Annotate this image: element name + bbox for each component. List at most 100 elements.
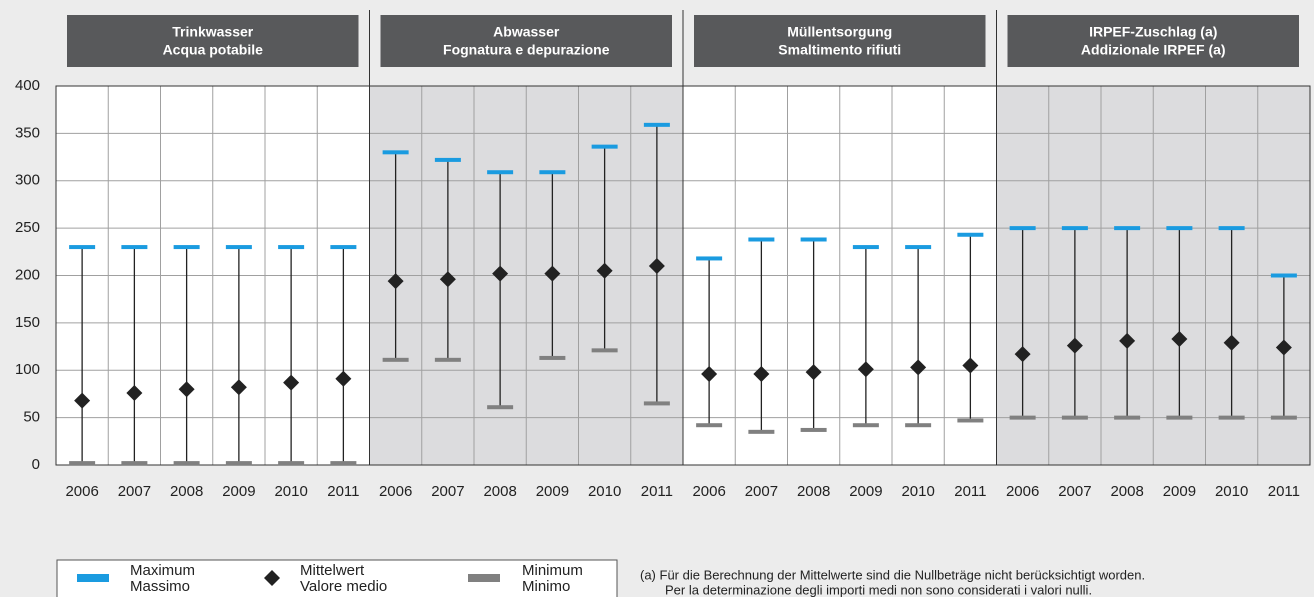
max-marker — [905, 245, 932, 250]
max-marker — [434, 157, 461, 162]
min-marker — [539, 355, 566, 360]
y-tick-label: 300 — [15, 172, 40, 189]
x-tick-label: 2006 — [1006, 483, 1039, 500]
x-tick-label: 2011 — [1268, 483, 1300, 500]
min-marker — [121, 461, 148, 466]
x-tick-label: 2010 — [588, 483, 621, 500]
y-tick-label: 350 — [15, 124, 40, 141]
x-tick-label: 2007 — [431, 483, 464, 500]
legend-label: Minimo — [522, 578, 570, 595]
legend-icon — [77, 574, 109, 582]
mean-marker — [1275, 339, 1292, 356]
max-marker — [1218, 226, 1245, 231]
legend-label: Valore medio — [300, 578, 387, 595]
min-marker — [696, 423, 723, 428]
max-marker — [852, 245, 879, 250]
mean-marker — [596, 262, 613, 279]
max-marker — [696, 256, 723, 261]
group-title-box — [694, 15, 986, 67]
min-marker — [1166, 415, 1193, 420]
y-tick-label: 150 — [15, 314, 40, 331]
min-marker — [225, 461, 252, 466]
min-marker — [591, 348, 618, 353]
group-title-box — [1007, 15, 1299, 67]
mean-marker — [1223, 334, 1240, 351]
group-title: Trinkwasser — [172, 24, 253, 40]
min-marker — [1218, 415, 1245, 420]
legend-box — [56, 559, 618, 597]
max-marker — [225, 245, 252, 250]
min-marker — [278, 461, 305, 466]
mean-marker — [439, 271, 456, 288]
min-marker — [1114, 415, 1141, 420]
mean-marker — [126, 384, 143, 401]
mean-marker — [492, 265, 509, 282]
plot-border — [55, 85, 1311, 466]
mean-marker — [857, 361, 874, 378]
x-tick-label: 2011 — [327, 483, 359, 500]
min-marker — [905, 423, 932, 428]
x-tick-label: 2010 — [901, 483, 934, 500]
x-tick-label: 2006 — [692, 483, 725, 500]
mean-marker — [1119, 332, 1136, 349]
min-marker — [434, 357, 461, 362]
x-tick-label: 2009 — [849, 483, 882, 500]
min-marker — [643, 401, 670, 406]
mean-marker — [648, 258, 665, 275]
min-marker — [1061, 415, 1088, 420]
x-tick-label: 2006 — [65, 483, 98, 500]
min-marker — [173, 461, 200, 466]
mean-marker — [283, 374, 300, 391]
min-marker — [487, 405, 514, 410]
max-marker — [487, 170, 514, 175]
mean-marker — [74, 392, 91, 409]
max-marker — [1114, 226, 1141, 231]
y-tick-label: 100 — [15, 361, 40, 378]
group-title: Addizionale IRPEF (a) — [1081, 42, 1226, 58]
min-marker — [957, 418, 984, 423]
min-marker — [1009, 415, 1036, 420]
max-marker — [1270, 273, 1297, 278]
max-marker — [643, 122, 670, 127]
x-tick-label: 2008 — [1110, 483, 1143, 500]
x-tick-label: 2008 — [170, 483, 203, 500]
min-marker — [382, 357, 409, 362]
mean-marker — [1014, 346, 1031, 363]
mean-marker — [1066, 337, 1083, 354]
y-tick-label: 400 — [15, 77, 40, 94]
legend-label: Minimum — [522, 562, 583, 579]
mean-marker — [805, 364, 822, 381]
mean-marker — [1171, 330, 1188, 347]
group-title: Smaltimento rifiuti — [778, 42, 901, 58]
min-marker — [330, 461, 357, 466]
min-marker — [800, 427, 827, 432]
mean-marker — [701, 366, 718, 383]
mean-marker — [230, 379, 247, 396]
max-marker — [539, 170, 566, 175]
max-marker — [382, 150, 409, 155]
group-title: Acqua potabile — [163, 42, 264, 58]
y-tick-label: 0 — [32, 456, 40, 473]
x-tick-label: 2011 — [641, 483, 673, 500]
group-title-box — [380, 15, 672, 67]
x-tick-label: 2008 — [483, 483, 516, 500]
x-tick-label: 2009 — [222, 483, 255, 500]
group-title: Abwasser — [493, 24, 560, 40]
mean-marker — [910, 359, 927, 376]
legend-label: Mittelwert — [300, 562, 365, 579]
legend-icon — [468, 574, 500, 582]
mean-marker — [387, 273, 404, 290]
x-tick-label: 2007 — [745, 483, 778, 500]
max-marker — [800, 237, 827, 242]
max-marker — [1166, 226, 1193, 231]
legend-icon — [264, 570, 280, 586]
max-marker — [1061, 226, 1088, 231]
x-tick-label: 2007 — [118, 483, 151, 500]
max-marker — [330, 245, 357, 250]
max-marker — [748, 237, 775, 242]
max-marker — [69, 245, 96, 250]
legend-label: Maximum — [130, 562, 195, 579]
group-title: Müllentsorgung — [787, 24, 892, 40]
mean-marker — [753, 366, 770, 383]
